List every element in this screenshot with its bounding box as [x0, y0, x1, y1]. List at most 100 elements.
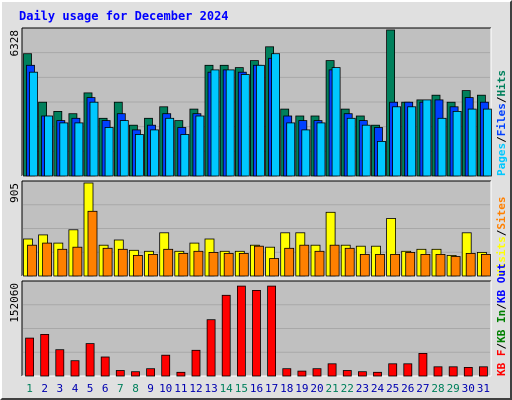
bar-pages: [44, 115, 53, 177]
bar-kb-f: [433, 366, 443, 377]
bar-pages: [59, 122, 69, 177]
bar-pages: [286, 122, 296, 177]
bar-sites: [253, 245, 264, 277]
x-tick-label: 4: [72, 382, 79, 395]
legend-entry: Files: [495, 103, 508, 136]
bar-pages: [89, 101, 99, 177]
x-tick-label: 30: [462, 382, 475, 395]
bar-kb-f: [206, 319, 216, 377]
bar-kb-f: [463, 366, 473, 377]
x-tick-label: 7: [117, 382, 124, 395]
bar-pages: [225, 69, 235, 177]
legend-separator: /: [495, 136, 508, 143]
bar-sites: [435, 253, 446, 277]
x-tick-label: 21: [325, 382, 338, 395]
x-tick-label: 2: [41, 382, 48, 395]
bar-pages: [74, 122, 84, 177]
bar-sites: [132, 254, 143, 277]
bar-kb-f: [282, 368, 292, 377]
bar-sites: [163, 248, 174, 277]
x-tick-label: 18: [280, 382, 293, 395]
x-tick-label: 14: [220, 382, 234, 395]
bar-pages: [346, 117, 356, 177]
legend-separator: /: [495, 303, 508, 310]
x-tick-label: 15: [235, 382, 248, 395]
bar-kb-f: [176, 371, 186, 377]
bar-pages: [240, 74, 250, 177]
bar-sites: [42, 242, 52, 277]
bar-sites: [420, 253, 431, 277]
bar-kb-f: [191, 349, 201, 377]
bar-pages: [29, 71, 38, 177]
bar-pages: [422, 99, 432, 177]
legend-entry: Visits: [495, 236, 508, 276]
bar-kb-f: [418, 352, 428, 377]
bar-sites: [87, 210, 98, 277]
x-tick-label: 8: [132, 382, 139, 395]
bar-pages: [467, 108, 477, 177]
bar-kb-f: [312, 368, 322, 377]
x-tick-label: 10: [159, 382, 172, 395]
bar-pages: [482, 108, 492, 177]
bar-sites: [375, 253, 385, 277]
bar-sites: [117, 248, 128, 277]
bar-sites: [27, 244, 37, 277]
bar-sites: [465, 252, 476, 277]
legend-separator: /: [495, 343, 508, 350]
bar-kb-f: [70, 360, 80, 377]
bar-sites: [390, 253, 401, 277]
bar-kb-f: [357, 371, 367, 377]
bar-kb-f: [267, 285, 277, 377]
x-tick-label: 27: [416, 382, 429, 395]
x-tick-label: 22: [341, 382, 354, 395]
x-tick-label: 25: [386, 382, 399, 395]
x-tick-label: 31: [477, 382, 490, 395]
bar-kb-f: [448, 366, 458, 377]
bar-kb-f: [40, 333, 50, 377]
x-tick-label: 11: [174, 382, 187, 395]
x-tick-label: 17: [265, 382, 278, 395]
bar-kb-f: [297, 370, 307, 377]
bar-kb-f: [342, 370, 352, 377]
bar-pages: [377, 140, 386, 177]
bar-pages: [134, 134, 144, 177]
y-max-label: 152060: [8, 283, 21, 323]
x-tick-label: 5: [87, 382, 94, 395]
bar-sites: [299, 244, 310, 277]
bar-pages: [119, 120, 129, 177]
bar-kb-f: [115, 370, 125, 377]
x-tick-label: 28: [431, 382, 444, 395]
x-tick-label: 23: [356, 382, 369, 395]
x-tick-label: 24: [371, 382, 385, 395]
bar-sites: [480, 253, 491, 277]
bar-kb-f: [403, 363, 413, 377]
bar-pages: [316, 122, 326, 177]
legend-entry: KB In: [495, 310, 508, 343]
legend-bottom: KB F/KB In/KB Out: [495, 263, 508, 376]
legend-entry: KB Out: [495, 263, 508, 303]
bar-kb-f: [388, 363, 398, 377]
panel-bottom: 152060 KB F/KB In/KB Out: [8, 263, 508, 377]
bar-pages: [437, 117, 447, 177]
bar-pages: [195, 115, 205, 177]
bar-pages: [165, 117, 175, 177]
x-tick-label: 20: [310, 382, 323, 395]
y-max-label: 905: [8, 183, 21, 203]
bar-kb-f: [252, 289, 261, 377]
bar-sites: [344, 247, 355, 277]
bar-pages: [210, 69, 220, 177]
bar-kb-f: [100, 356, 110, 377]
bar-kb-f: [25, 337, 35, 377]
x-tick-label: 6: [102, 382, 109, 395]
legend-entry: Hits: [495, 70, 508, 97]
bar-pages: [301, 129, 311, 177]
bar-sites: [208, 251, 219, 277]
x-tick-label: 16: [250, 382, 263, 395]
bar-sites: [238, 252, 249, 277]
legend-entry: Pages: [495, 143, 508, 176]
bar-kb-f: [236, 285, 246, 377]
legend-middle: Visits/Sites: [495, 197, 508, 277]
bar-kb-f: [327, 363, 337, 377]
